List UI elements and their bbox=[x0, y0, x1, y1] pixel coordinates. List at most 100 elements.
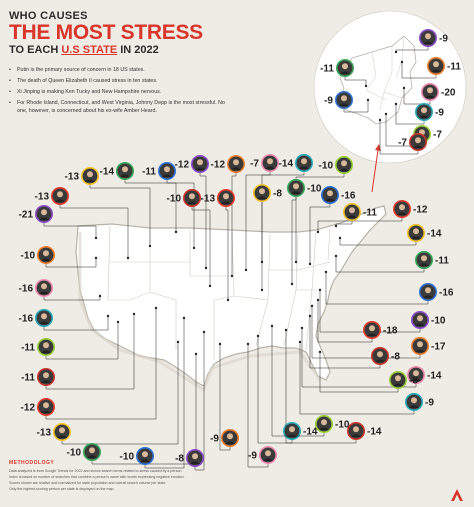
leader-line bbox=[219, 344, 231, 451]
stress-value-label: -11 bbox=[142, 167, 156, 178]
portrait-face bbox=[327, 190, 333, 197]
state-anchor-dot bbox=[230, 274, 234, 278]
portrait-shoulders bbox=[397, 212, 407, 215]
portrait-shoulders bbox=[263, 458, 273, 461]
portrait-shoulders bbox=[431, 69, 441, 72]
portrait-face bbox=[164, 166, 170, 173]
subtitle-pre: TO EACH bbox=[9, 44, 62, 56]
state-anchor-dot bbox=[246, 342, 250, 346]
state-anchor-dot bbox=[202, 330, 206, 334]
state-anchor-dot bbox=[308, 262, 312, 266]
leader-line bbox=[43, 316, 109, 331]
portrait-face bbox=[197, 159, 203, 166]
state-anchor-dot bbox=[176, 340, 180, 344]
portrait-face bbox=[41, 313, 47, 320]
portrait-face bbox=[233, 159, 239, 166]
portrait-shoulders bbox=[265, 166, 275, 169]
leader-line bbox=[291, 197, 297, 284]
portrait-face bbox=[59, 427, 65, 434]
state-callout: -7 bbox=[244, 154, 279, 272]
state-callout: -18 bbox=[316, 298, 398, 343]
portrait-shoulders bbox=[339, 168, 349, 171]
leader-line bbox=[231, 173, 237, 276]
us-map bbox=[75, 205, 387, 387]
portrait-shoulders bbox=[415, 323, 425, 326]
leader-line bbox=[319, 352, 399, 393]
finding-item: Xi Jinping is making Ken Tucky and New H… bbox=[9, 88, 229, 96]
leader-line bbox=[343, 100, 369, 113]
subtitle-post: IN 2022 bbox=[117, 44, 159, 56]
northeast-inset-map bbox=[339, 35, 417, 125]
state-callout: -9 bbox=[394, 29, 448, 54]
state-callout: -16 bbox=[19, 309, 110, 331]
portrait-face bbox=[301, 158, 307, 165]
portrait-shoulders bbox=[423, 295, 433, 298]
state-anchor-dot bbox=[310, 304, 314, 308]
stress-value-label: -11 bbox=[363, 208, 377, 219]
state-anchor-dot bbox=[208, 284, 212, 288]
stress-value-label: -10 bbox=[307, 184, 322, 195]
state-callout: -10 bbox=[294, 156, 353, 264]
portrait-face bbox=[433, 61, 439, 68]
leader-line bbox=[339, 238, 417, 246]
state-callout: -11 bbox=[21, 312, 136, 390]
key-findings-list: Putin is the primary source of concern i… bbox=[9, 66, 229, 118]
leader-line bbox=[45, 314, 135, 390]
stress-value-label: -7 bbox=[398, 138, 407, 149]
stress-value-label: -10 bbox=[67, 448, 82, 459]
state-anchor-dot bbox=[284, 328, 288, 332]
state-anchor-dot bbox=[154, 306, 158, 310]
methodology-line: Data analyzed is from Google Trends for … bbox=[9, 469, 183, 473]
state-anchor-dot bbox=[116, 320, 120, 324]
portrait-shoulders bbox=[225, 441, 235, 444]
header: WHO CAUSES THE MOST STRESS TO EACH U.S S… bbox=[9, 10, 269, 56]
state-borders bbox=[107, 225, 331, 360]
portrait-shoulders bbox=[419, 263, 429, 266]
state-anchor-dot bbox=[316, 298, 320, 302]
state-anchor-dot bbox=[318, 350, 322, 354]
state-callout: -11 bbox=[334, 203, 377, 228]
stress-value-label: -12 bbox=[413, 205, 428, 216]
portrait-shoulders bbox=[41, 410, 51, 413]
inset-pointer-arrowhead bbox=[375, 144, 381, 151]
state-anchor-dot bbox=[394, 102, 398, 106]
portrait-shoulders bbox=[87, 455, 97, 458]
methodology-title: METHODOLOGY bbox=[9, 460, 55, 466]
portrait-shoulders bbox=[423, 41, 433, 44]
portrait-face bbox=[395, 375, 401, 382]
stress-value-label: -13 bbox=[35, 192, 50, 203]
portrait-shoulders bbox=[299, 166, 309, 169]
portrait-shoulders bbox=[140, 459, 150, 462]
portrait-face bbox=[341, 160, 347, 167]
state-anchor-dot bbox=[378, 118, 382, 122]
portrait-face bbox=[89, 447, 95, 454]
state-anchor-dot bbox=[194, 352, 198, 356]
stress-value-label: -9 bbox=[248, 451, 257, 462]
state-anchor-dot bbox=[366, 98, 370, 102]
portrait-shoulders bbox=[351, 434, 361, 437]
stress-value-label: -14 bbox=[100, 167, 115, 178]
state-callout: -11 bbox=[320, 59, 368, 88]
state-anchor-dot bbox=[226, 298, 230, 302]
portrait-shoulders bbox=[347, 215, 357, 218]
leader-line bbox=[344, 77, 367, 86]
state-callout: -10 bbox=[21, 246, 98, 268]
leader-line bbox=[199, 173, 207, 268]
leader-line bbox=[299, 342, 415, 415]
stress-value-label: -14 bbox=[279, 159, 294, 170]
portrait-shoulders bbox=[190, 461, 200, 464]
us-map-shadow bbox=[78, 232, 322, 393]
portrait-face bbox=[369, 325, 375, 332]
stress-value-label: -14 bbox=[367, 427, 382, 438]
portrait-face bbox=[342, 63, 348, 70]
portrait-face bbox=[413, 370, 419, 377]
state-anchor-dot bbox=[384, 112, 388, 116]
leader-line bbox=[317, 300, 373, 343]
portrait-shoulders bbox=[231, 167, 241, 170]
portrait-shoulders bbox=[39, 217, 49, 220]
leader-line bbox=[403, 88, 431, 105]
state-callout: -16 bbox=[19, 279, 102, 301]
brand-logo-icon bbox=[451, 489, 463, 501]
state-anchor-dot bbox=[298, 340, 302, 344]
stress-value-label: -16 bbox=[341, 191, 356, 202]
